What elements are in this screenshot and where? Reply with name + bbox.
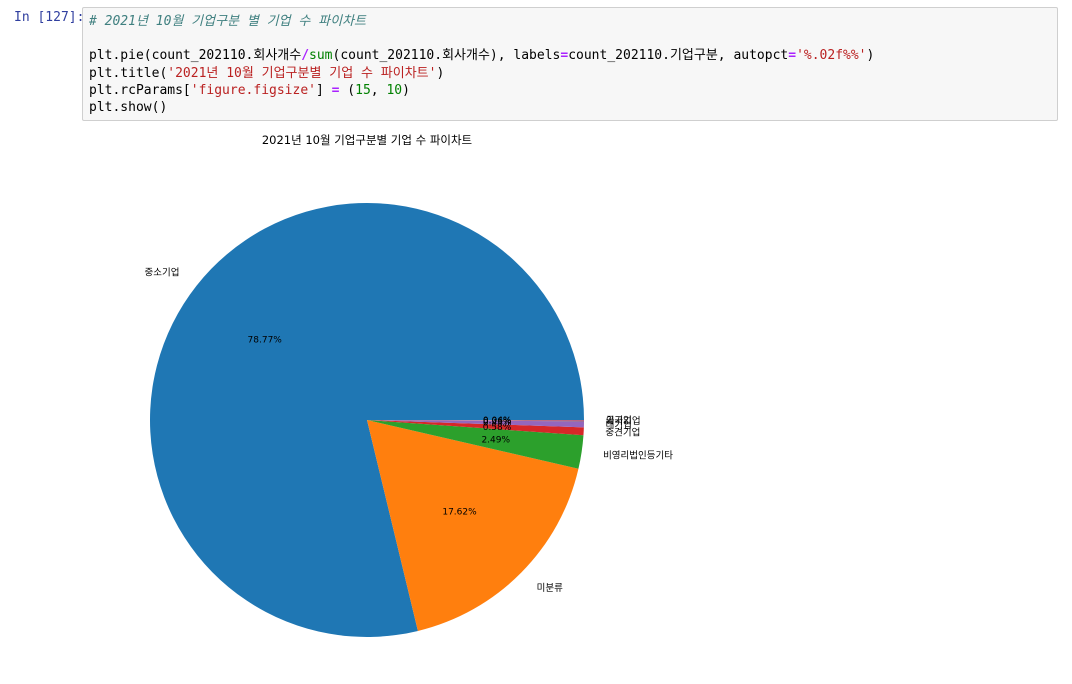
pie-pct-label-4: 0.44% — [483, 419, 512, 429]
pie-pct-label-5: 0.06% — [483, 417, 512, 427]
pie-slice-1 — [367, 420, 579, 631]
code-line-2: plt.title('2021년 10월 기업구분별 기업 수 파이차트') — [89, 65, 445, 81]
pie-slice-label-1: 미분류 — [537, 583, 563, 594]
code-comment: # 2021년 10월 기업구분 별 기업 수 파이차트 — [89, 14, 367, 29]
pie-pct-label-2: 2.49% — [481, 435, 510, 445]
pie-slice-label-4: 대기업 — [606, 419, 632, 431]
code-line-4: plt.show() — [89, 100, 168, 116]
pie-slice-2 — [367, 420, 584, 469]
pie-slice-0 — [150, 203, 584, 638]
input-prompt: In [127]: — [14, 10, 85, 25]
pie-pct-label-0: 78.77% — [248, 335, 283, 345]
pie-slice-label-5: 외국기업 — [606, 415, 641, 427]
pie-slice-label-0: 중소기업 — [144, 266, 179, 278]
code-line-1: plt.pie(count_202110.회사개수/sum(count_2021… — [89, 48, 875, 64]
pie-slice-label-2: 비영리법인등기타 — [603, 450, 673, 461]
chart-title: 2021년 10월 기업구분별 기업 수 파이차트 — [262, 133, 472, 147]
pie-slice-label-6: 공기업 — [606, 414, 632, 426]
pie-slice-label-3: 중견기업 — [605, 426, 640, 438]
pie-slice-6 — [367, 420, 584, 421]
code-line-3: plt.rcParams['figure.figsize'] = (15, 10… — [89, 82, 410, 98]
pie-chart: 2021년 10월 기업구분별 기업 수 파이차트 78.77% 17.62% 2.… — [144, 133, 673, 638]
pie-pct-label-6: 0.04% — [483, 416, 512, 426]
pie-pct-label-3: 0.58% — [483, 423, 512, 433]
cell-output: 2021년 10월 기업구분별 기업 수 파이차트 78.77% 17.62% 2.… — [82, 128, 1058, 678]
code-cell[interactable]: # 2021년 10월 기업구분 별 기업 수 파이차트 plt.pie(cou… — [82, 7, 1058, 121]
pie-slice-5 — [367, 420, 584, 422]
pie-pct-label-1: 17.62% — [442, 508, 477, 518]
code-editor[interactable]: # 2021년 10월 기업구분 별 기업 수 파이차트 plt.pie(cou… — [89, 13, 874, 116]
pie-slice-4 — [367, 420, 584, 428]
pie-slice-3 — [367, 420, 584, 436]
